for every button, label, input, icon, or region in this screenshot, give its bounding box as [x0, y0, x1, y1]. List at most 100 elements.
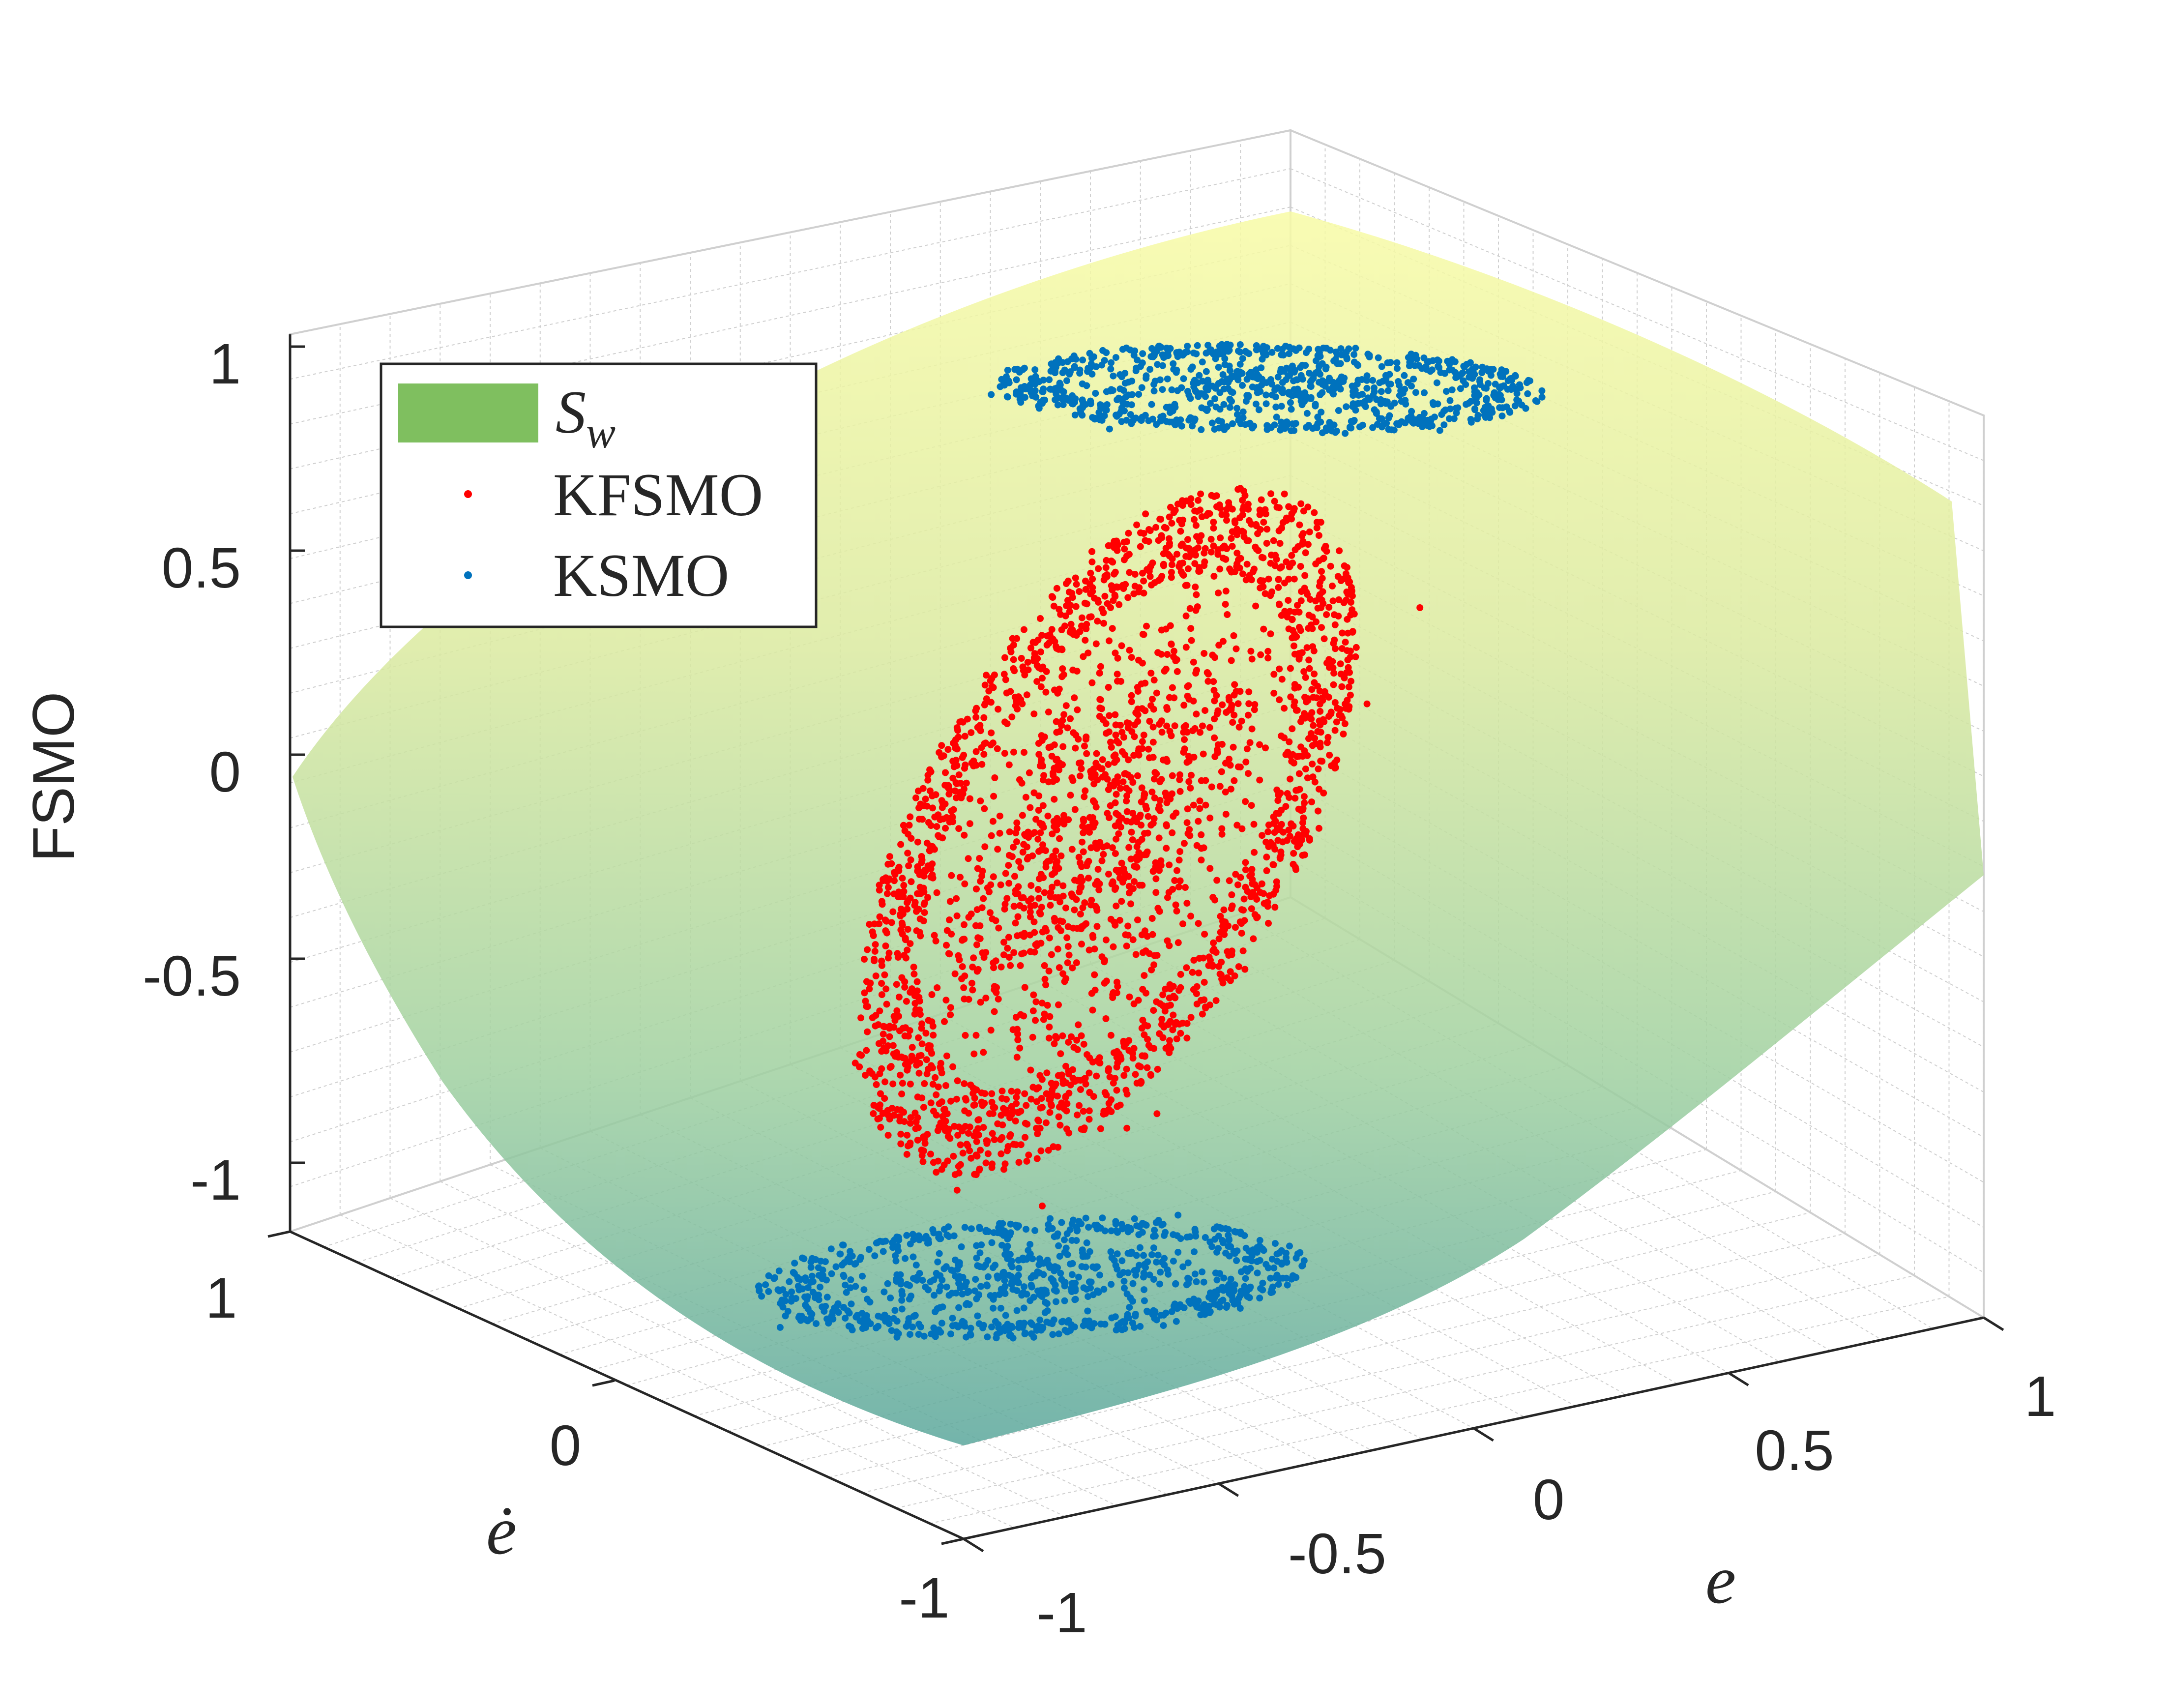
scatter-point — [1103, 401, 1111, 408]
scatter-point — [1053, 1298, 1059, 1305]
scatter-point — [1168, 520, 1175, 527]
scatter-point — [1215, 642, 1223, 649]
scatter-point — [1199, 358, 1206, 366]
scatter-point — [1174, 1249, 1182, 1256]
scatter-point — [1412, 389, 1419, 396]
scatter-point — [1240, 503, 1247, 510]
scatter-point — [1087, 901, 1094, 909]
scatter-point — [1080, 1284, 1087, 1292]
scatter-point — [1016, 396, 1024, 403]
scatter-point — [1205, 1294, 1213, 1301]
scatter-point — [1185, 1275, 1193, 1283]
scatter-point — [1163, 722, 1171, 730]
scatter-point — [1107, 1031, 1115, 1039]
scatter-point — [965, 1288, 972, 1295]
scatter-point — [1056, 1103, 1063, 1111]
scatter-point — [1103, 1091, 1110, 1099]
scatter-point — [1042, 981, 1050, 989]
scatter-point — [1198, 513, 1205, 520]
scatter-point — [1044, 1001, 1051, 1009]
scatter-point — [1111, 591, 1118, 599]
scatter-point — [1387, 403, 1395, 410]
scatter-point — [1056, 1253, 1063, 1260]
scatter-point — [1169, 418, 1175, 426]
scatter-point — [1247, 1265, 1254, 1272]
scatter-point — [1159, 1220, 1167, 1228]
scatter-point — [1198, 426, 1205, 433]
scatter-point — [1203, 669, 1211, 676]
scatter-point — [1234, 700, 1242, 707]
scatter-point — [1027, 882, 1035, 889]
scatter-point — [1267, 592, 1274, 599]
scatter-point — [930, 1031, 937, 1039]
scatter-point — [1162, 525, 1170, 532]
scatter-point — [1112, 649, 1119, 657]
scatter-point — [939, 799, 946, 807]
scatter-point — [1039, 841, 1047, 849]
scatter-point — [1015, 1271, 1022, 1279]
scatter-point — [907, 1080, 914, 1088]
legend-swatch-sw — [398, 383, 538, 442]
scatter-point — [958, 1243, 965, 1250]
scatter-point — [825, 1320, 832, 1327]
scatter-point — [1121, 1285, 1128, 1292]
scatter-point — [1180, 572, 1187, 579]
scatter-point — [895, 863, 903, 871]
scatter-point — [1083, 750, 1090, 757]
scatter-point — [1238, 906, 1245, 913]
scatter-point — [1211, 697, 1218, 705]
scatter-point — [958, 1282, 966, 1290]
scatter-point — [889, 1042, 897, 1049]
scatter-point — [807, 1264, 815, 1271]
scatter-point — [1324, 734, 1332, 741]
scatter-point — [1496, 384, 1504, 392]
scatter-point — [1039, 675, 1046, 682]
scatter-point — [1078, 941, 1085, 948]
scatter-point — [1433, 379, 1440, 386]
scatter-point — [1031, 1227, 1039, 1234]
scatter-point — [1268, 349, 1276, 356]
scatter-point — [1183, 582, 1191, 589]
scatter-point — [1086, 1317, 1093, 1325]
scatter-point — [1258, 880, 1265, 887]
scatter-point — [1277, 368, 1284, 376]
scatter-point — [870, 1102, 878, 1109]
scatter-point — [1051, 795, 1058, 803]
scatter-point — [1182, 644, 1190, 651]
scatter-point — [1151, 378, 1159, 385]
scatter-point — [1077, 874, 1085, 881]
scatter-point — [1323, 611, 1330, 618]
scatter-point — [931, 1292, 938, 1299]
scatter-point — [1152, 875, 1160, 883]
scatter-point — [945, 791, 953, 798]
scatter-point — [1000, 951, 1007, 959]
scatter-point — [904, 1131, 911, 1139]
scatter-point — [1067, 620, 1075, 628]
scatter-point — [1246, 1294, 1253, 1301]
scatter-point — [1022, 1134, 1028, 1141]
scatter-point — [1200, 954, 1207, 962]
scatter-point — [1232, 645, 1240, 652]
scatter-point — [1298, 1262, 1306, 1269]
scatter-point — [1231, 972, 1238, 979]
scatter-point — [1155, 834, 1163, 842]
scatter-point — [961, 921, 968, 928]
scatter-point — [1313, 524, 1320, 531]
scatter-point — [1023, 1226, 1029, 1233]
scatter-point — [1045, 968, 1053, 975]
scatter-point — [1231, 681, 1238, 688]
scatter-point — [1133, 863, 1141, 871]
scatter-point — [1169, 790, 1175, 797]
scatter-point — [1060, 711, 1068, 718]
scatter-point — [1119, 1269, 1127, 1276]
scatter-point — [1088, 558, 1096, 565]
scatter-point — [880, 1031, 887, 1038]
scatter-point — [899, 910, 907, 917]
scatter-point — [1134, 718, 1142, 725]
scatter-point — [840, 1273, 848, 1280]
scatter-point — [952, 1322, 959, 1329]
scatter-point — [1352, 653, 1359, 660]
scatter-point — [1387, 381, 1394, 388]
scatter-point — [1124, 594, 1132, 601]
scatter-point — [1129, 1320, 1136, 1326]
